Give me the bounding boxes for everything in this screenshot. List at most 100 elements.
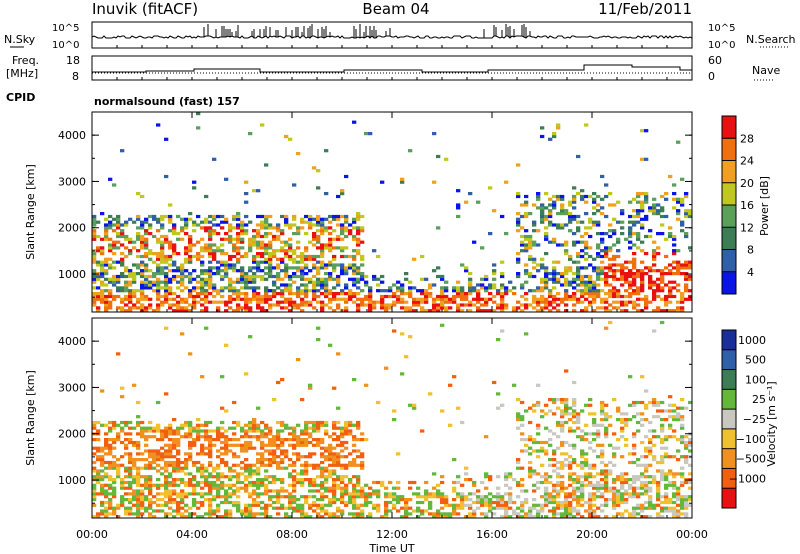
heatmap-cell <box>120 395 125 399</box>
heatmap-cell <box>192 294 197 299</box>
heatmap-cell <box>124 432 129 436</box>
heatmap-cell <box>440 294 445 299</box>
heatmap-cell <box>208 460 213 465</box>
heatmap-cell <box>392 486 397 490</box>
heatmap-cell <box>680 297 685 301</box>
heatmap-cell <box>688 209 693 213</box>
heatmap-cell <box>620 429 625 433</box>
heatmap-cell <box>188 352 193 356</box>
heatmap-cell <box>440 492 445 496</box>
heatmap-cell <box>260 240 265 244</box>
heatmap-cell <box>640 203 645 207</box>
heatmap-cell <box>356 495 361 499</box>
heatmap-cell <box>560 420 565 425</box>
heatmap-cell <box>640 192 645 196</box>
heatmap-cell <box>640 274 645 279</box>
heatmap-cell <box>168 292 173 296</box>
heatmap-cell <box>488 232 493 236</box>
heatmap-cell <box>264 463 269 467</box>
heatmap-cell <box>380 294 385 299</box>
heatmap-cell <box>188 274 193 279</box>
heatmap-cell <box>560 300 565 304</box>
heatmap-cell <box>500 294 505 299</box>
heatmap-cell <box>444 498 449 502</box>
heatmap-cell <box>264 277 269 281</box>
heatmap-cell <box>360 489 365 493</box>
heatmap-cell <box>192 460 197 465</box>
heatmap-cell <box>604 503 609 507</box>
heatmap-cell <box>660 286 665 290</box>
heatmap-cell <box>92 277 97 281</box>
heatmap-cell <box>268 243 273 247</box>
heatmap-cell <box>616 306 621 310</box>
heatmap-cell <box>516 506 521 510</box>
heatmap-cell <box>552 512 557 516</box>
heatmap-cell <box>556 223 561 227</box>
colorbar-tick-label: 16 <box>740 199 754 212</box>
heatmap-cell <box>212 443 217 447</box>
heatmap-cell <box>104 509 109 513</box>
heatmap-cell <box>352 498 357 502</box>
heatmap-cell <box>256 263 261 267</box>
heatmap-cell <box>292 214 297 219</box>
heatmap-cell <box>592 212 597 216</box>
heatmap-cell <box>360 297 365 301</box>
heatmap-cell <box>580 194 585 199</box>
heatmap-cell <box>288 226 293 230</box>
heatmap-cell <box>652 429 657 433</box>
heatmap-cell <box>116 220 121 224</box>
heatmap-cell <box>208 475 213 479</box>
heatmap-cell <box>652 249 657 253</box>
heatmap-cell <box>380 274 385 279</box>
heatmap-cell <box>328 300 333 304</box>
heatmap-cell <box>276 249 281 253</box>
heatmap-cell <box>280 269 285 273</box>
heatmap-cell <box>592 438 597 442</box>
heatmap-cell <box>448 306 453 310</box>
heatmap-cell <box>588 254 593 259</box>
heatmap-cell <box>408 486 413 490</box>
heatmap-cell <box>572 412 577 416</box>
heatmap-cell <box>200 263 205 267</box>
heatmap-cell <box>604 429 609 433</box>
heatmap-cell <box>204 217 209 221</box>
heatmap-cell <box>188 254 193 259</box>
heatmap-cell <box>524 229 529 233</box>
heatmap-cell <box>656 277 661 281</box>
heatmap-cell <box>196 492 201 496</box>
heatmap-cell <box>276 286 281 290</box>
heatmap-cell <box>280 420 285 425</box>
heatmap-cell <box>148 475 153 479</box>
heatmap-cell <box>684 458 689 462</box>
heatmap-cell <box>316 503 321 507</box>
heatmap-cell <box>268 263 273 267</box>
heatmap-cell <box>252 492 257 496</box>
heatmap-cell <box>584 306 589 310</box>
heatmap-cell <box>220 277 225 281</box>
heatmap-cell <box>276 446 281 450</box>
heatmap-cell <box>480 246 485 250</box>
heatmap-cell <box>204 283 209 287</box>
heatmap-cell <box>220 375 225 379</box>
heatmap-cell <box>560 283 565 287</box>
heatmap-cell <box>668 234 673 239</box>
heatmap-cell <box>588 289 593 293</box>
heatmap-cell <box>108 280 113 284</box>
heatmap-cell <box>580 300 585 304</box>
heatmap-cell <box>548 463 553 467</box>
heatmap-cell <box>256 232 261 236</box>
heatmap-cell <box>508 475 513 479</box>
heatmap-cell <box>360 274 365 279</box>
heatmap-cell <box>316 438 321 442</box>
heatmap-cell <box>156 449 161 453</box>
heatmap-cell <box>268 260 273 264</box>
noise-right-tick-high: 10^5 <box>708 23 735 34</box>
heatmap-cell <box>580 189 585 193</box>
heatmap-cell <box>680 292 685 296</box>
heatmap-cell <box>196 435 201 439</box>
heatmap-cell <box>296 294 301 299</box>
heatmap-cell <box>184 503 189 507</box>
heatmap-cell <box>292 443 297 447</box>
heatmap-cell <box>156 289 161 293</box>
heatmap-cell <box>572 398 577 402</box>
